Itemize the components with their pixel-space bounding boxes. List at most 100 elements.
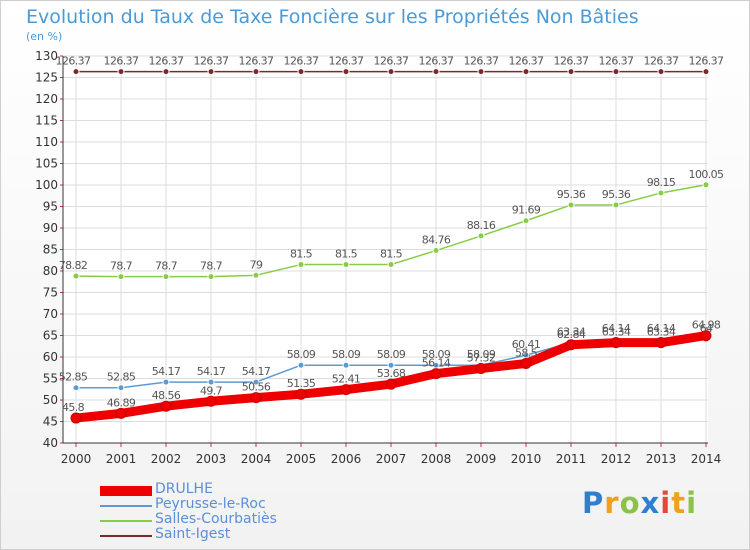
data-point — [522, 68, 530, 76]
data-point — [250, 392, 262, 404]
data-point — [655, 337, 667, 349]
data-point — [115, 407, 127, 419]
legend-item: Peyrusse-le-Roc — [100, 496, 320, 513]
data-label: 81.5 — [290, 248, 313, 261]
y-tick-label: 100 — [35, 178, 58, 192]
data-point — [117, 68, 125, 76]
y-tick-label: 130 — [35, 49, 58, 63]
data-point — [340, 384, 352, 396]
data-point — [160, 400, 172, 412]
data-label: 126.37 — [644, 55, 679, 68]
data-point — [657, 68, 665, 76]
data-label: 95.36 — [602, 188, 631, 201]
legend-swatch — [100, 505, 152, 507]
data-label: 45.8 — [62, 401, 85, 414]
y-tick-label: 55 — [43, 372, 58, 386]
y-tick-label: 95 — [43, 200, 58, 214]
data-point — [72, 272, 80, 280]
x-tick-label: 2009 — [466, 452, 497, 466]
data-point — [252, 271, 260, 279]
data-label: 53.68 — [377, 367, 406, 380]
data-label: 63.34 — [557, 326, 586, 339]
data-point — [567, 68, 575, 76]
chart-legend: DRULHE Peyrusse-le-Roc Salles-Courbatiès Sa… — [100, 481, 320, 543]
x-tick-label: 2011 — [556, 452, 587, 466]
data-label: 126.37 — [284, 55, 319, 68]
data-point — [297, 361, 305, 369]
data-point — [207, 68, 215, 76]
data-label: 58.09 — [332, 348, 361, 361]
data-label: 98.15 — [647, 176, 676, 189]
data-point — [567, 201, 575, 209]
data-point — [295, 388, 307, 400]
data-point — [297, 261, 305, 269]
data-point — [702, 181, 710, 189]
data-label: 62.84 — [557, 328, 586, 341]
x-tick-label: 2010 — [511, 452, 542, 466]
data-point — [72, 384, 80, 392]
data-label: 58.09 — [467, 348, 496, 361]
data-point — [342, 261, 350, 269]
legend-swatch — [100, 520, 152, 522]
y-tick-label: 90 — [43, 221, 58, 235]
data-label: 126.37 — [599, 55, 634, 68]
data-label: 126.37 — [104, 55, 139, 68]
data-label: 52.41 — [332, 373, 361, 386]
data-point — [252, 378, 260, 386]
data-label: 48.56 — [152, 389, 181, 402]
data-label: 58.5 — [515, 346, 538, 359]
data-label: 78.7 — [110, 260, 133, 273]
logo-letter: x — [640, 486, 661, 520]
data-point — [162, 68, 170, 76]
y-tick-label: 65 — [43, 329, 58, 343]
x-tick-label: 2013 — [646, 452, 677, 466]
data-point — [342, 68, 350, 76]
data-label: 126.37 — [374, 55, 409, 68]
x-tick-label: 2001 — [106, 452, 137, 466]
data-point — [702, 68, 710, 76]
legend-swatch — [100, 486, 152, 496]
data-label: 51.35 — [287, 377, 316, 390]
data-point — [297, 68, 305, 76]
logo-letter: o — [619, 486, 641, 520]
data-point — [117, 273, 125, 281]
y-tick-label: 75 — [43, 286, 58, 300]
data-label: 64.14 — [602, 322, 631, 335]
data-label: 100.05 — [689, 168, 724, 181]
legend-item: Salles-Courbatiès — [100, 511, 320, 528]
data-label: 126.37 — [194, 55, 229, 68]
x-tick-label: 2000 — [61, 452, 92, 466]
x-tick-label: 2005 — [286, 452, 317, 466]
data-point — [162, 378, 170, 386]
data-label: 58.09 — [422, 348, 451, 361]
data-point — [610, 337, 622, 349]
data-point — [70, 412, 82, 424]
data-point — [565, 339, 577, 351]
x-tick-label: 2008 — [421, 452, 452, 466]
logo-letter: r — [604, 486, 620, 520]
y-tick-label: 115 — [35, 114, 58, 128]
x-tick-label: 2003 — [196, 452, 227, 466]
y-tick-label: 120 — [35, 92, 58, 106]
legend-label: Saint-Igest — [155, 526, 231, 542]
legend-item: Saint-Igest — [100, 526, 320, 543]
data-label: 81.5 — [335, 248, 358, 261]
logo-letter: P — [582, 486, 605, 520]
data-label: 50.56 — [242, 381, 271, 394]
data-label: 126.37 — [689, 55, 724, 68]
data-point — [700, 330, 712, 342]
data-label: 91.69 — [512, 204, 541, 217]
legend-label: Peyrusse-le-Roc — [155, 496, 266, 512]
data-point — [387, 361, 395, 369]
data-label: 52.85 — [59, 371, 88, 384]
data-point — [207, 378, 215, 386]
data-point — [252, 68, 260, 76]
data-label: 78.7 — [155, 260, 178, 273]
data-label: 54.17 — [242, 365, 271, 378]
data-label: 54.17 — [152, 365, 181, 378]
legend-item: DRULHE — [100, 481, 320, 498]
data-label: 126.37 — [419, 55, 454, 68]
data-point — [522, 217, 530, 225]
x-tick-label: 2006 — [331, 452, 362, 466]
